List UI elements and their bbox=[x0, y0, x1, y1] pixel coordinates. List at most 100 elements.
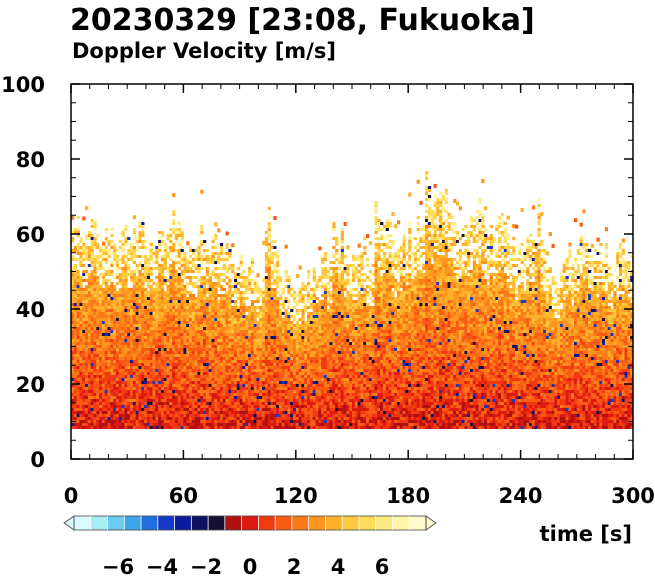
colorbar-tick-label: −4 bbox=[146, 555, 178, 577]
heatmap-column bbox=[430, 210, 434, 429]
heatmap-column bbox=[422, 225, 426, 429]
heatmap-column bbox=[113, 243, 117, 429]
heatmap-column bbox=[576, 249, 581, 429]
heatmap-column bbox=[118, 240, 122, 429]
colorbar-swatch bbox=[392, 516, 410, 530]
heatmap-column bbox=[467, 231, 471, 429]
heatmap-column bbox=[214, 222, 218, 429]
heatmap-column bbox=[402, 234, 406, 429]
x-tick-label: 0 bbox=[64, 484, 79, 508]
colorbar-tick-label: 2 bbox=[287, 555, 302, 577]
colorbar-outline bbox=[73, 515, 427, 531]
heatmap-column bbox=[315, 279, 319, 429]
heatmap-column bbox=[436, 198, 440, 429]
heatmap-column bbox=[194, 249, 198, 429]
colorbar-swatch bbox=[325, 516, 343, 530]
x-axis-label: time [s] bbox=[540, 522, 632, 546]
heatmap-column bbox=[382, 225, 387, 429]
heatmap-column bbox=[146, 249, 151, 429]
colorbar-swatch bbox=[275, 516, 293, 530]
heatmap-column bbox=[455, 201, 460, 429]
heatmap-column bbox=[219, 243, 224, 429]
heatmap-column bbox=[599, 243, 603, 429]
heatmap-column bbox=[486, 237, 491, 429]
heatmap-column bbox=[270, 240, 274, 429]
heatmap-column bbox=[189, 246, 193, 429]
heatmap-column bbox=[73, 228, 78, 429]
heatmap-column bbox=[222, 252, 226, 429]
heatmap-column bbox=[172, 193, 176, 429]
heatmap-column bbox=[335, 237, 339, 429]
heatmap-column bbox=[604, 227, 609, 429]
heatmap-column bbox=[526, 237, 530, 429]
heatmap-column bbox=[82, 216, 86, 429]
heatmap-column bbox=[506, 215, 510, 429]
heatmap-column bbox=[453, 198, 457, 429]
heatmap-column bbox=[152, 252, 156, 429]
heatmap-column bbox=[537, 198, 541, 429]
heatmap-column bbox=[228, 246, 232, 429]
heatmap-column bbox=[323, 252, 328, 429]
heatmap-column bbox=[278, 276, 283, 429]
heatmap-column bbox=[96, 234, 100, 429]
heatmap-column bbox=[236, 267, 240, 429]
heatmap-column bbox=[489, 225, 493, 429]
heatmap-column bbox=[329, 261, 333, 429]
heatmap-column bbox=[79, 237, 83, 429]
heatmap-column bbox=[408, 192, 412, 429]
heatmap-column bbox=[87, 231, 92, 429]
colorbar-swatch bbox=[224, 516, 242, 530]
colorbar-tick-label: 4 bbox=[331, 555, 346, 577]
colorbar-swatch bbox=[291, 516, 309, 530]
heatmap-column bbox=[517, 246, 521, 429]
heatmap-column bbox=[144, 240, 148, 429]
heatmap-column bbox=[554, 282, 558, 429]
heatmap-column bbox=[523, 246, 527, 429]
heatmap-column bbox=[512, 224, 516, 429]
heatmap-column bbox=[307, 270, 311, 429]
heatmap-column bbox=[217, 228, 221, 429]
y-tick-label: 40 bbox=[16, 298, 45, 322]
heatmap-column bbox=[531, 205, 536, 429]
heatmap-column bbox=[163, 243, 167, 429]
heatmap-column bbox=[337, 240, 342, 429]
heatmap-column bbox=[450, 216, 454, 429]
heatmap-column bbox=[203, 240, 207, 429]
colorbar-swatch bbox=[241, 516, 259, 530]
heatmap-column bbox=[309, 288, 314, 429]
heatmap-column bbox=[304, 285, 308, 429]
heatmap-column bbox=[292, 291, 297, 429]
heatmap-column bbox=[354, 255, 359, 429]
heatmap-column bbox=[484, 206, 488, 429]
heatmap-column bbox=[441, 195, 446, 429]
heatmap-column bbox=[590, 243, 595, 429]
heatmap-column bbox=[191, 249, 196, 429]
heatmap-column bbox=[158, 231, 162, 429]
heatmap-column bbox=[585, 243, 589, 429]
heatmap-column bbox=[627, 261, 631, 429]
colorbar-right-arrow bbox=[425, 515, 437, 531]
heatmap-column bbox=[405, 243, 409, 429]
heatmap-column bbox=[318, 246, 322, 429]
heatmap-column bbox=[242, 270, 246, 429]
heatmap-column bbox=[180, 231, 184, 429]
heatmap-column bbox=[312, 267, 316, 429]
y-tick-label: 80 bbox=[16, 148, 45, 172]
heatmap-column bbox=[290, 285, 294, 429]
heatmap-column bbox=[498, 216, 502, 429]
colorbar-tick-label: −2 bbox=[190, 555, 222, 577]
heatmap-column bbox=[568, 242, 572, 429]
colorbar-swatch bbox=[258, 516, 276, 530]
y-tick-label: 20 bbox=[16, 373, 45, 397]
heatmap-column bbox=[616, 249, 620, 429]
heatmap-column bbox=[413, 237, 418, 429]
colorbar-swatch bbox=[409, 516, 427, 530]
colorbar-tick-label: 0 bbox=[243, 555, 258, 577]
heatmap-column bbox=[396, 220, 401, 429]
heatmap-column bbox=[332, 222, 336, 429]
heatmap-column bbox=[371, 264, 375, 429]
axis-ticks bbox=[70, 83, 634, 460]
heatmap-column bbox=[385, 219, 389, 429]
heatmap-column bbox=[534, 243, 538, 429]
heatmap-column bbox=[618, 243, 623, 429]
